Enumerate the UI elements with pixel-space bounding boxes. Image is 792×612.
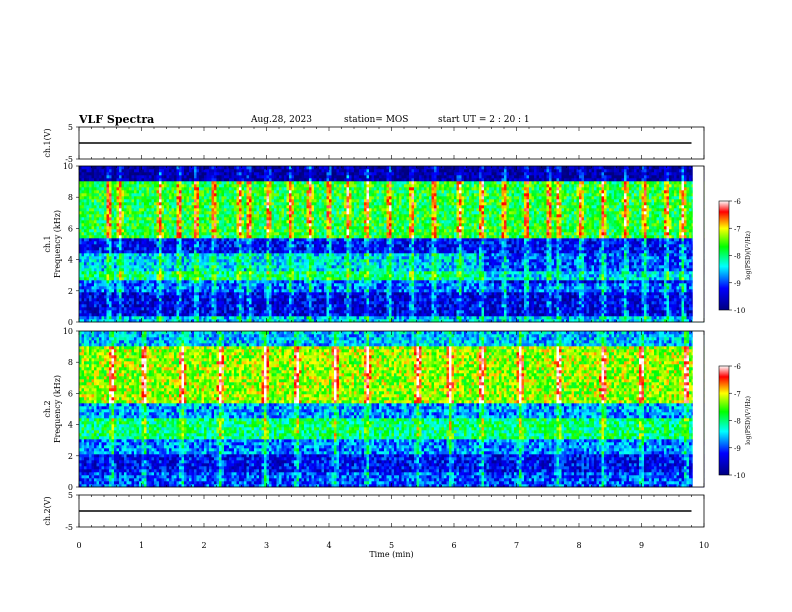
colorbar-label: log(PSD)(V²/Hz) <box>745 396 752 445</box>
colorbar-tick-label: -8 <box>734 253 741 261</box>
y-tick-label: 8 <box>68 193 73 202</box>
no-data-region <box>693 166 704 322</box>
x-tick-label: 2 <box>201 541 206 550</box>
x-tick-label: 0 <box>76 541 81 550</box>
x-tick-label: 9 <box>639 541 644 550</box>
colorbar-tick-label: -9 <box>734 280 741 288</box>
no-data-region <box>693 331 704 487</box>
colorbar-tick-label: -9 <box>734 445 741 453</box>
y-tick-label: -5 <box>65 523 73 532</box>
x-tick-label: 6 <box>451 541 456 550</box>
colorbar-tick-label: -7 <box>734 390 741 398</box>
x-tick-label: 8 <box>576 541 581 550</box>
colorbar-label: log(PSD)(V²/Hz) <box>745 231 752 280</box>
colorbar-tick-label: -6 <box>734 198 741 206</box>
x-tick-label: 4 <box>326 541 331 550</box>
spectrogram-2 <box>79 331 704 487</box>
y-tick-label: 8 <box>68 358 73 367</box>
y-axis-label: ch.1 <box>43 235 52 252</box>
x-tick-label: 10 <box>699 541 709 550</box>
y-tick-label: 6 <box>68 224 73 233</box>
y-tick-label: 2 <box>68 452 73 461</box>
y-tick-label: 4 <box>68 256 73 265</box>
x-tick-label: 1 <box>139 541 144 550</box>
y-tick-label: 2 <box>68 287 73 296</box>
y-tick-label: 0 <box>68 318 73 327</box>
spectrogram-1 <box>79 166 704 322</box>
y-tick-label: 10 <box>63 327 73 336</box>
colorbar-tick-label: -10 <box>734 307 745 315</box>
colorbar-tick-label: -6 <box>734 363 741 371</box>
x-tick-label: 5 <box>389 541 394 550</box>
y-tick-label: 10 <box>63 162 73 171</box>
y-axis-label: ch.2 <box>43 400 52 417</box>
colorbar <box>719 366 729 475</box>
colorbar-tick-label: -8 <box>734 418 741 426</box>
y-axis-label: Frequency (kHz) <box>53 210 62 278</box>
colorbar <box>719 201 729 310</box>
colorbar-tick-label: -7 <box>734 225 741 233</box>
y-tick-label: 0 <box>68 483 73 492</box>
y-tick-label: 5 <box>68 123 73 132</box>
y-tick-label: 5 <box>68 491 73 500</box>
colorbar-tick-label: -10 <box>734 472 745 480</box>
x-axis-label: Time (min) <box>369 550 413 559</box>
y-axis-label: ch.1(V) <box>43 128 52 157</box>
x-tick-label: 3 <box>264 541 269 550</box>
y-axis-label: ch.2(V) <box>43 496 52 525</box>
y-tick-label: 4 <box>68 421 73 430</box>
y-axis-label: Frequency (kHz) <box>53 375 62 443</box>
x-tick-label: 7 <box>514 541 519 550</box>
y-tick-label: 6 <box>68 389 73 398</box>
